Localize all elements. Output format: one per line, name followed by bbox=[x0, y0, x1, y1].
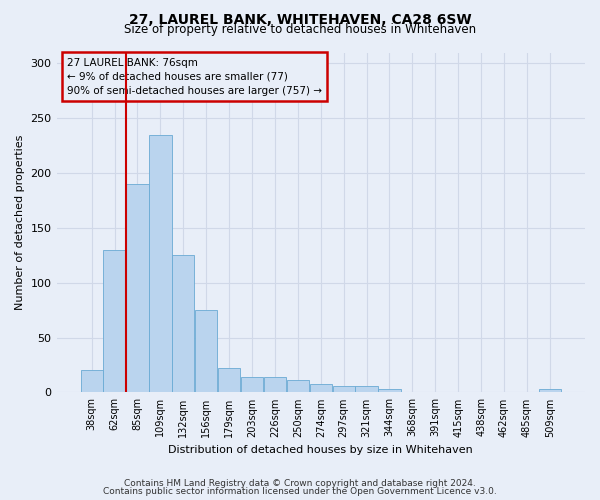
Bar bbox=[195, 310, 217, 392]
Bar bbox=[264, 377, 286, 392]
Text: 27, LAUREL BANK, WHITEHAVEN, CA28 6SW: 27, LAUREL BANK, WHITEHAVEN, CA28 6SW bbox=[128, 12, 472, 26]
Text: 27 LAUREL BANK: 76sqm
← 9% of detached houses are smaller (77)
90% of semi-detac: 27 LAUREL BANK: 76sqm ← 9% of detached h… bbox=[67, 58, 322, 96]
Text: Contains HM Land Registry data © Crown copyright and database right 2024.: Contains HM Land Registry data © Crown c… bbox=[124, 478, 476, 488]
Text: Size of property relative to detached houses in Whitehaven: Size of property relative to detached ho… bbox=[124, 24, 476, 36]
Text: Contains public sector information licensed under the Open Government Licence v3: Contains public sector information licen… bbox=[103, 487, 497, 496]
Bar bbox=[80, 370, 103, 392]
Bar bbox=[149, 134, 172, 392]
Bar bbox=[379, 389, 401, 392]
Bar bbox=[287, 380, 309, 392]
Bar bbox=[310, 384, 332, 392]
Bar bbox=[539, 389, 561, 392]
Bar bbox=[172, 256, 194, 392]
Bar bbox=[103, 250, 125, 392]
Bar bbox=[355, 386, 378, 392]
Y-axis label: Number of detached properties: Number of detached properties bbox=[15, 135, 25, 310]
X-axis label: Distribution of detached houses by size in Whitehaven: Distribution of detached houses by size … bbox=[169, 445, 473, 455]
Bar bbox=[241, 377, 263, 392]
Bar bbox=[332, 386, 355, 392]
Bar bbox=[127, 184, 149, 392]
Bar bbox=[218, 368, 240, 392]
